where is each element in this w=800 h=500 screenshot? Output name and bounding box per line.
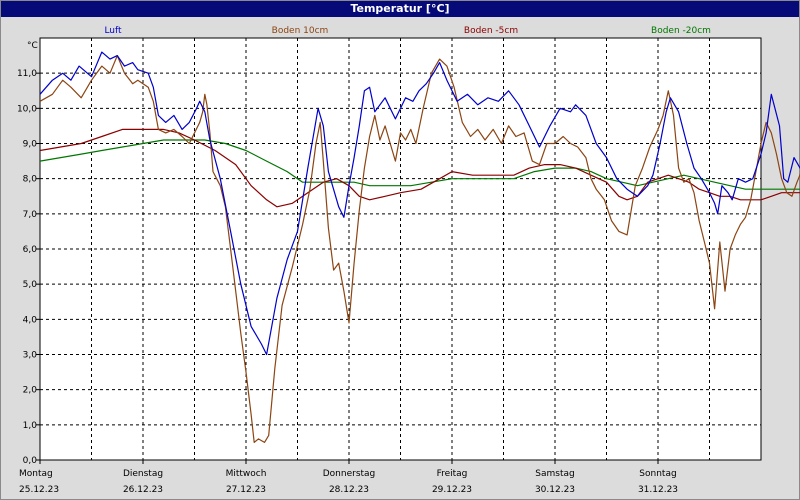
y-tick-label: 8,0 xyxy=(23,175,38,185)
y-tick-label: 5,0 xyxy=(23,280,38,290)
y-tick-label: 9,0 xyxy=(23,140,38,150)
y-tick-label: 7,0 xyxy=(23,210,38,220)
y-tick-label: 10,0 xyxy=(17,104,37,114)
x-date-label: 27.12.23 xyxy=(226,485,266,495)
y-tick-label: 3,0 xyxy=(23,351,38,361)
x-day-label: Mittwoch xyxy=(226,469,267,479)
x-day-label: Montag xyxy=(19,469,53,479)
x-day-label: Dienstag xyxy=(123,469,163,479)
x-date-label: 29.12.23 xyxy=(432,485,472,495)
series-line-boden-5cm xyxy=(39,128,800,208)
y-tick-label: 4,0 xyxy=(23,315,38,325)
y-axis-unit-label: °C xyxy=(27,41,38,51)
legend-item: Boden -5cm xyxy=(464,26,518,36)
y-tick-label: 6,0 xyxy=(23,245,38,255)
legend-item: Luft xyxy=(104,26,122,36)
x-date-label: 25.12.23 xyxy=(19,485,59,495)
x-day-label: Donnerstag xyxy=(323,469,376,479)
series-line-luft xyxy=(39,51,800,356)
x-day-label: Freitag xyxy=(437,469,468,479)
y-tick-label: 0,0 xyxy=(23,456,38,466)
legend-item: Boden -20cm xyxy=(651,26,711,36)
y-tick-label: 11,0 xyxy=(17,69,37,79)
x-date-label: 30.12.23 xyxy=(535,485,575,495)
x-date-label: 28.12.23 xyxy=(329,485,369,495)
x-date-label: 31.12.23 xyxy=(638,485,678,495)
window-title: Temperatur [°C] xyxy=(1,1,799,17)
y-tick-label: 2,0 xyxy=(23,386,38,396)
legend-item: Boden 10cm xyxy=(272,26,329,36)
x-day-label: Sonntag xyxy=(639,469,676,479)
x-day-label: Samstag xyxy=(535,469,574,479)
y-tick-label: 1,0 xyxy=(23,421,38,431)
x-date-label: 26.12.23 xyxy=(123,485,163,495)
